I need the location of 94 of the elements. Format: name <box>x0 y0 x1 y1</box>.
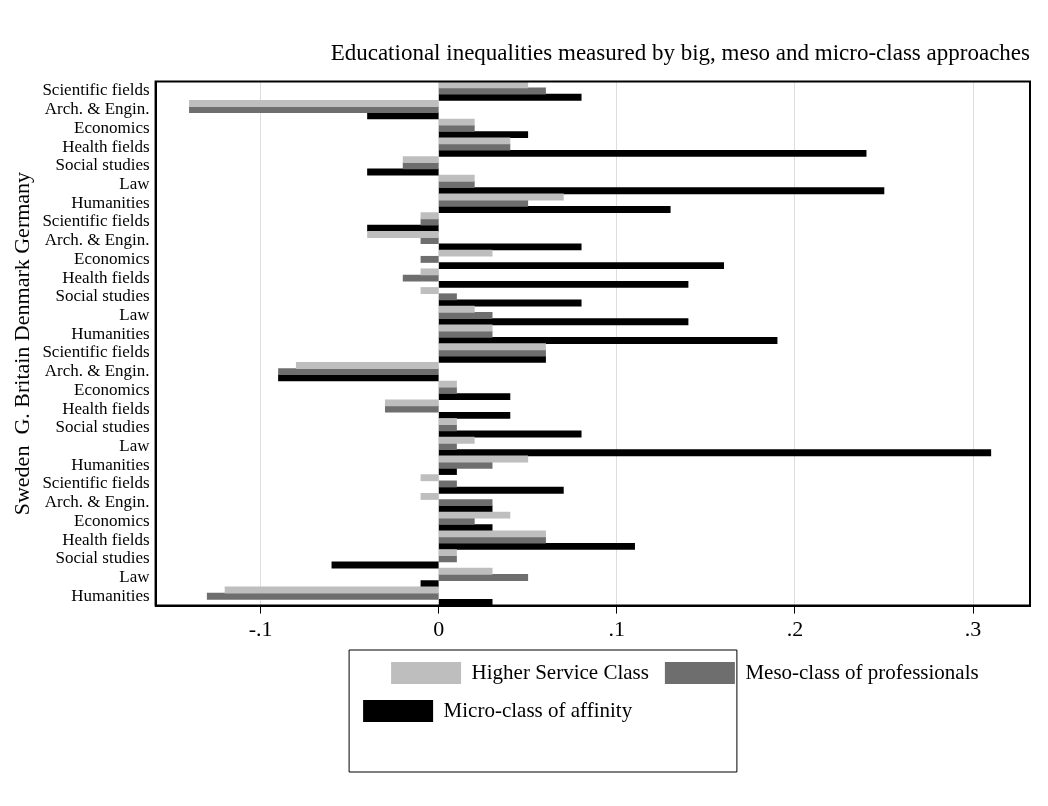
bar <box>438 280 689 288</box>
bar <box>438 436 475 444</box>
x-tick-label: .2 <box>786 615 804 641</box>
y-tick-label: Law <box>119 174 151 193</box>
bar <box>438 411 511 419</box>
bar <box>206 592 439 600</box>
y-tick-label: Social studies <box>55 286 150 306</box>
bar <box>438 486 564 494</box>
bar <box>295 361 439 369</box>
y-tick-label: Arch. & Engin. <box>44 361 150 381</box>
bar <box>438 574 529 581</box>
bar <box>438 262 725 270</box>
bar <box>438 530 546 538</box>
y-tick-label: Economics <box>74 510 150 530</box>
bar <box>189 99 439 107</box>
bar <box>438 206 671 213</box>
x-tick-label: 0 <box>433 615 445 641</box>
bar <box>438 337 778 344</box>
bar <box>438 536 546 544</box>
bar <box>438 449 992 457</box>
legend-label: Higher Service Class <box>471 659 649 684</box>
y-tick-label: Law <box>119 567 151 586</box>
y-tick-label: Economics <box>74 248 150 268</box>
bar <box>438 567 493 575</box>
bar <box>438 430 582 438</box>
y-tick-label: Humanities <box>71 323 150 343</box>
y-tick-label: Law <box>119 436 151 455</box>
bar <box>438 174 475 182</box>
y-tick-label: Social studies <box>55 548 150 568</box>
bar <box>438 418 457 426</box>
bar <box>438 355 546 363</box>
bar <box>331 561 439 569</box>
y-tick-label: Economics <box>74 379 150 399</box>
y-tick-label: Scientific fields <box>42 342 150 362</box>
bar <box>438 199 529 207</box>
bar <box>438 118 475 126</box>
bar <box>438 318 689 326</box>
bar <box>438 393 511 401</box>
bar <box>384 399 439 407</box>
x-tick-label: .1 <box>608 615 626 641</box>
bar <box>420 255 439 263</box>
bar <box>438 137 511 145</box>
bar <box>367 230 439 238</box>
y-tick-label: Law <box>119 305 151 324</box>
bar <box>438 305 475 313</box>
bar <box>420 268 439 276</box>
bar <box>438 143 511 151</box>
y-tick-label: Humanities <box>71 192 150 212</box>
bar <box>420 287 439 295</box>
x-tick-label: -.1 <box>248 615 273 641</box>
bar <box>420 580 439 588</box>
bar <box>420 474 439 482</box>
y-tick-label: Humanities <box>71 585 150 605</box>
y-tick-label: Economics <box>74 117 150 137</box>
y-tick-label: Health fields <box>62 267 150 287</box>
y-tick-label: Arch. & Engin. <box>44 99 150 119</box>
bar <box>438 499 493 507</box>
bar <box>402 156 439 164</box>
bar <box>438 187 885 195</box>
bar <box>438 312 493 319</box>
legend-label: Meso-class of professionals <box>745 659 979 684</box>
y-tick-label: Scientific fields <box>42 80 150 100</box>
y-tick-label: Arch. & Engin. <box>44 492 150 512</box>
bar <box>420 492 439 500</box>
bar <box>438 293 457 301</box>
legend-label: Micro-class of affinity <box>443 697 633 722</box>
bar <box>402 274 439 282</box>
bar <box>438 461 493 469</box>
bar <box>438 330 493 338</box>
bar <box>438 380 457 388</box>
bar <box>438 511 511 519</box>
bar <box>438 542 635 550</box>
y-tick-label: Social studies <box>55 417 150 437</box>
y-tick-label: Health fields <box>62 136 150 156</box>
bar <box>438 343 546 351</box>
bar <box>420 212 439 220</box>
bar <box>384 405 439 413</box>
bar <box>438 149 867 157</box>
y-tick-label: Social studies <box>55 155 150 175</box>
y-tick-label: Arch. & Engin. <box>44 230 150 250</box>
x-tick-label: .3 <box>964 615 982 641</box>
y-axis-title: Sweden G. Britain Denmark Germany <box>8 171 34 516</box>
bar <box>438 549 457 557</box>
y-tick-label: Health fields <box>62 398 150 418</box>
y-tick-label: Scientific fields <box>42 211 150 231</box>
y-tick-label: Health fields <box>62 529 150 549</box>
bar <box>367 168 439 176</box>
bar <box>438 299 582 307</box>
y-tick-label: Humanities <box>71 454 150 474</box>
bar <box>438 243 582 251</box>
chart-title: Educational inequalities measured by big, meso and micro-class approaches <box>330 39 1031 65</box>
bar <box>438 249 493 257</box>
bar <box>438 93 582 101</box>
y-tick-label: Scientific fields <box>42 473 150 493</box>
